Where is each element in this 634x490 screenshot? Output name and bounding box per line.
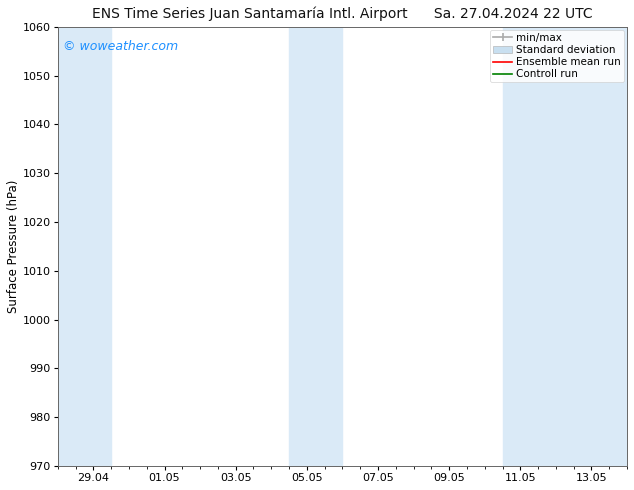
Bar: [289, 27, 342, 466]
Text: © woweather.com: © woweather.com: [63, 40, 179, 53]
Y-axis label: Surface Pressure (hPa): Surface Pressure (hPa): [7, 180, 20, 313]
Bar: [503, 27, 631, 466]
Bar: [55, 27, 111, 466]
Title: ENS Time Series Juan Santamaría Intl. Airport      Sa. 27.04.2024 22 UTC: ENS Time Series Juan Santamaría Intl. Ai…: [92, 7, 593, 22]
Legend: min/max, Standard deviation, Ensemble mean run, Controll run: min/max, Standard deviation, Ensemble me…: [490, 30, 624, 82]
